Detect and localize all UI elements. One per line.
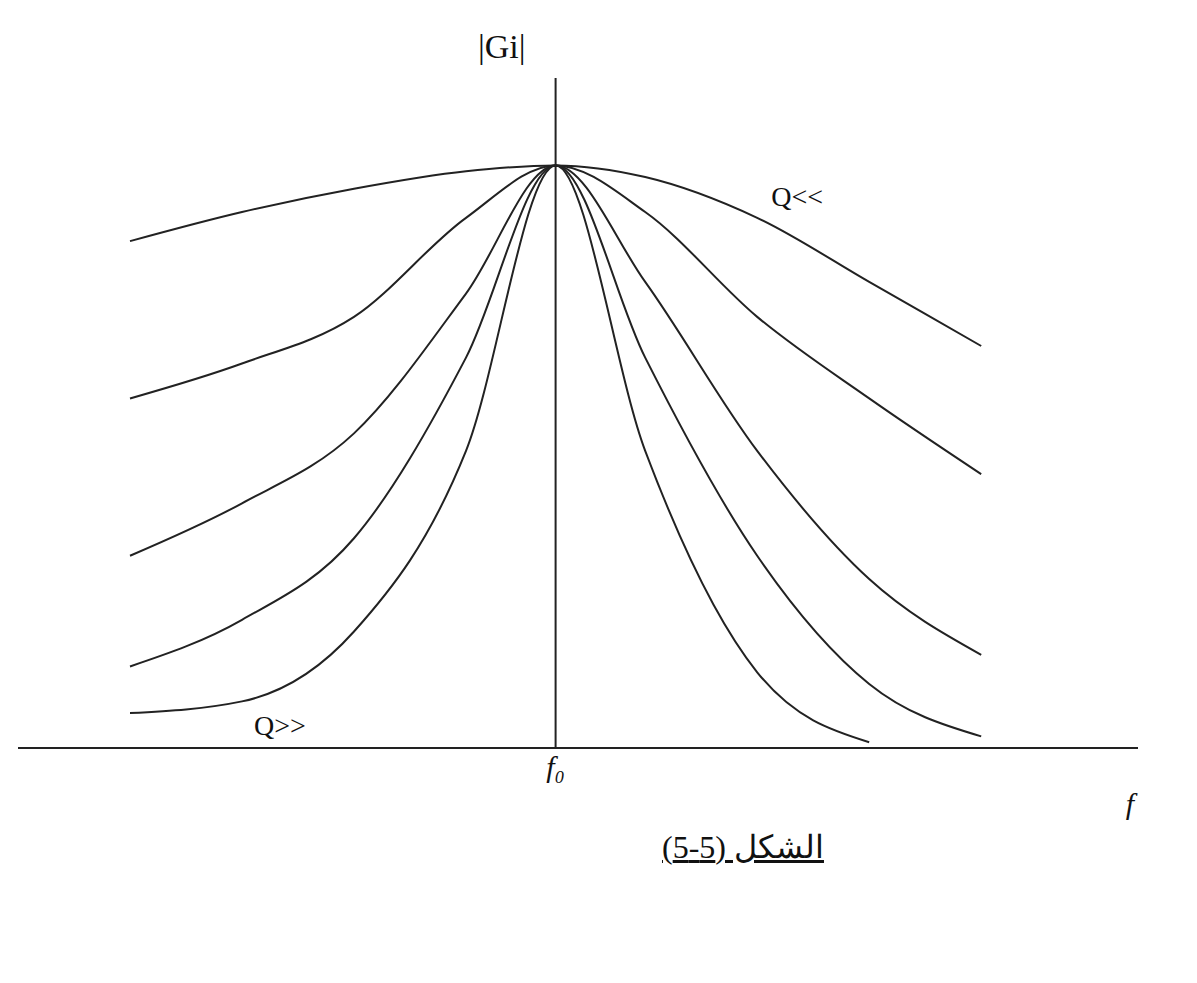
svg-text:f₀: f₀ [546, 750, 565, 783]
svg-text:f: f [1126, 787, 1138, 820]
svg-text:|Gi|: |Gi| [478, 28, 526, 65]
svg-text:Q<<: Q<< [771, 181, 823, 212]
svg-text:Q>>: Q>> [254, 710, 306, 741]
html-text:الشكل (5-5): الشكل (5-5) [662, 829, 824, 865]
